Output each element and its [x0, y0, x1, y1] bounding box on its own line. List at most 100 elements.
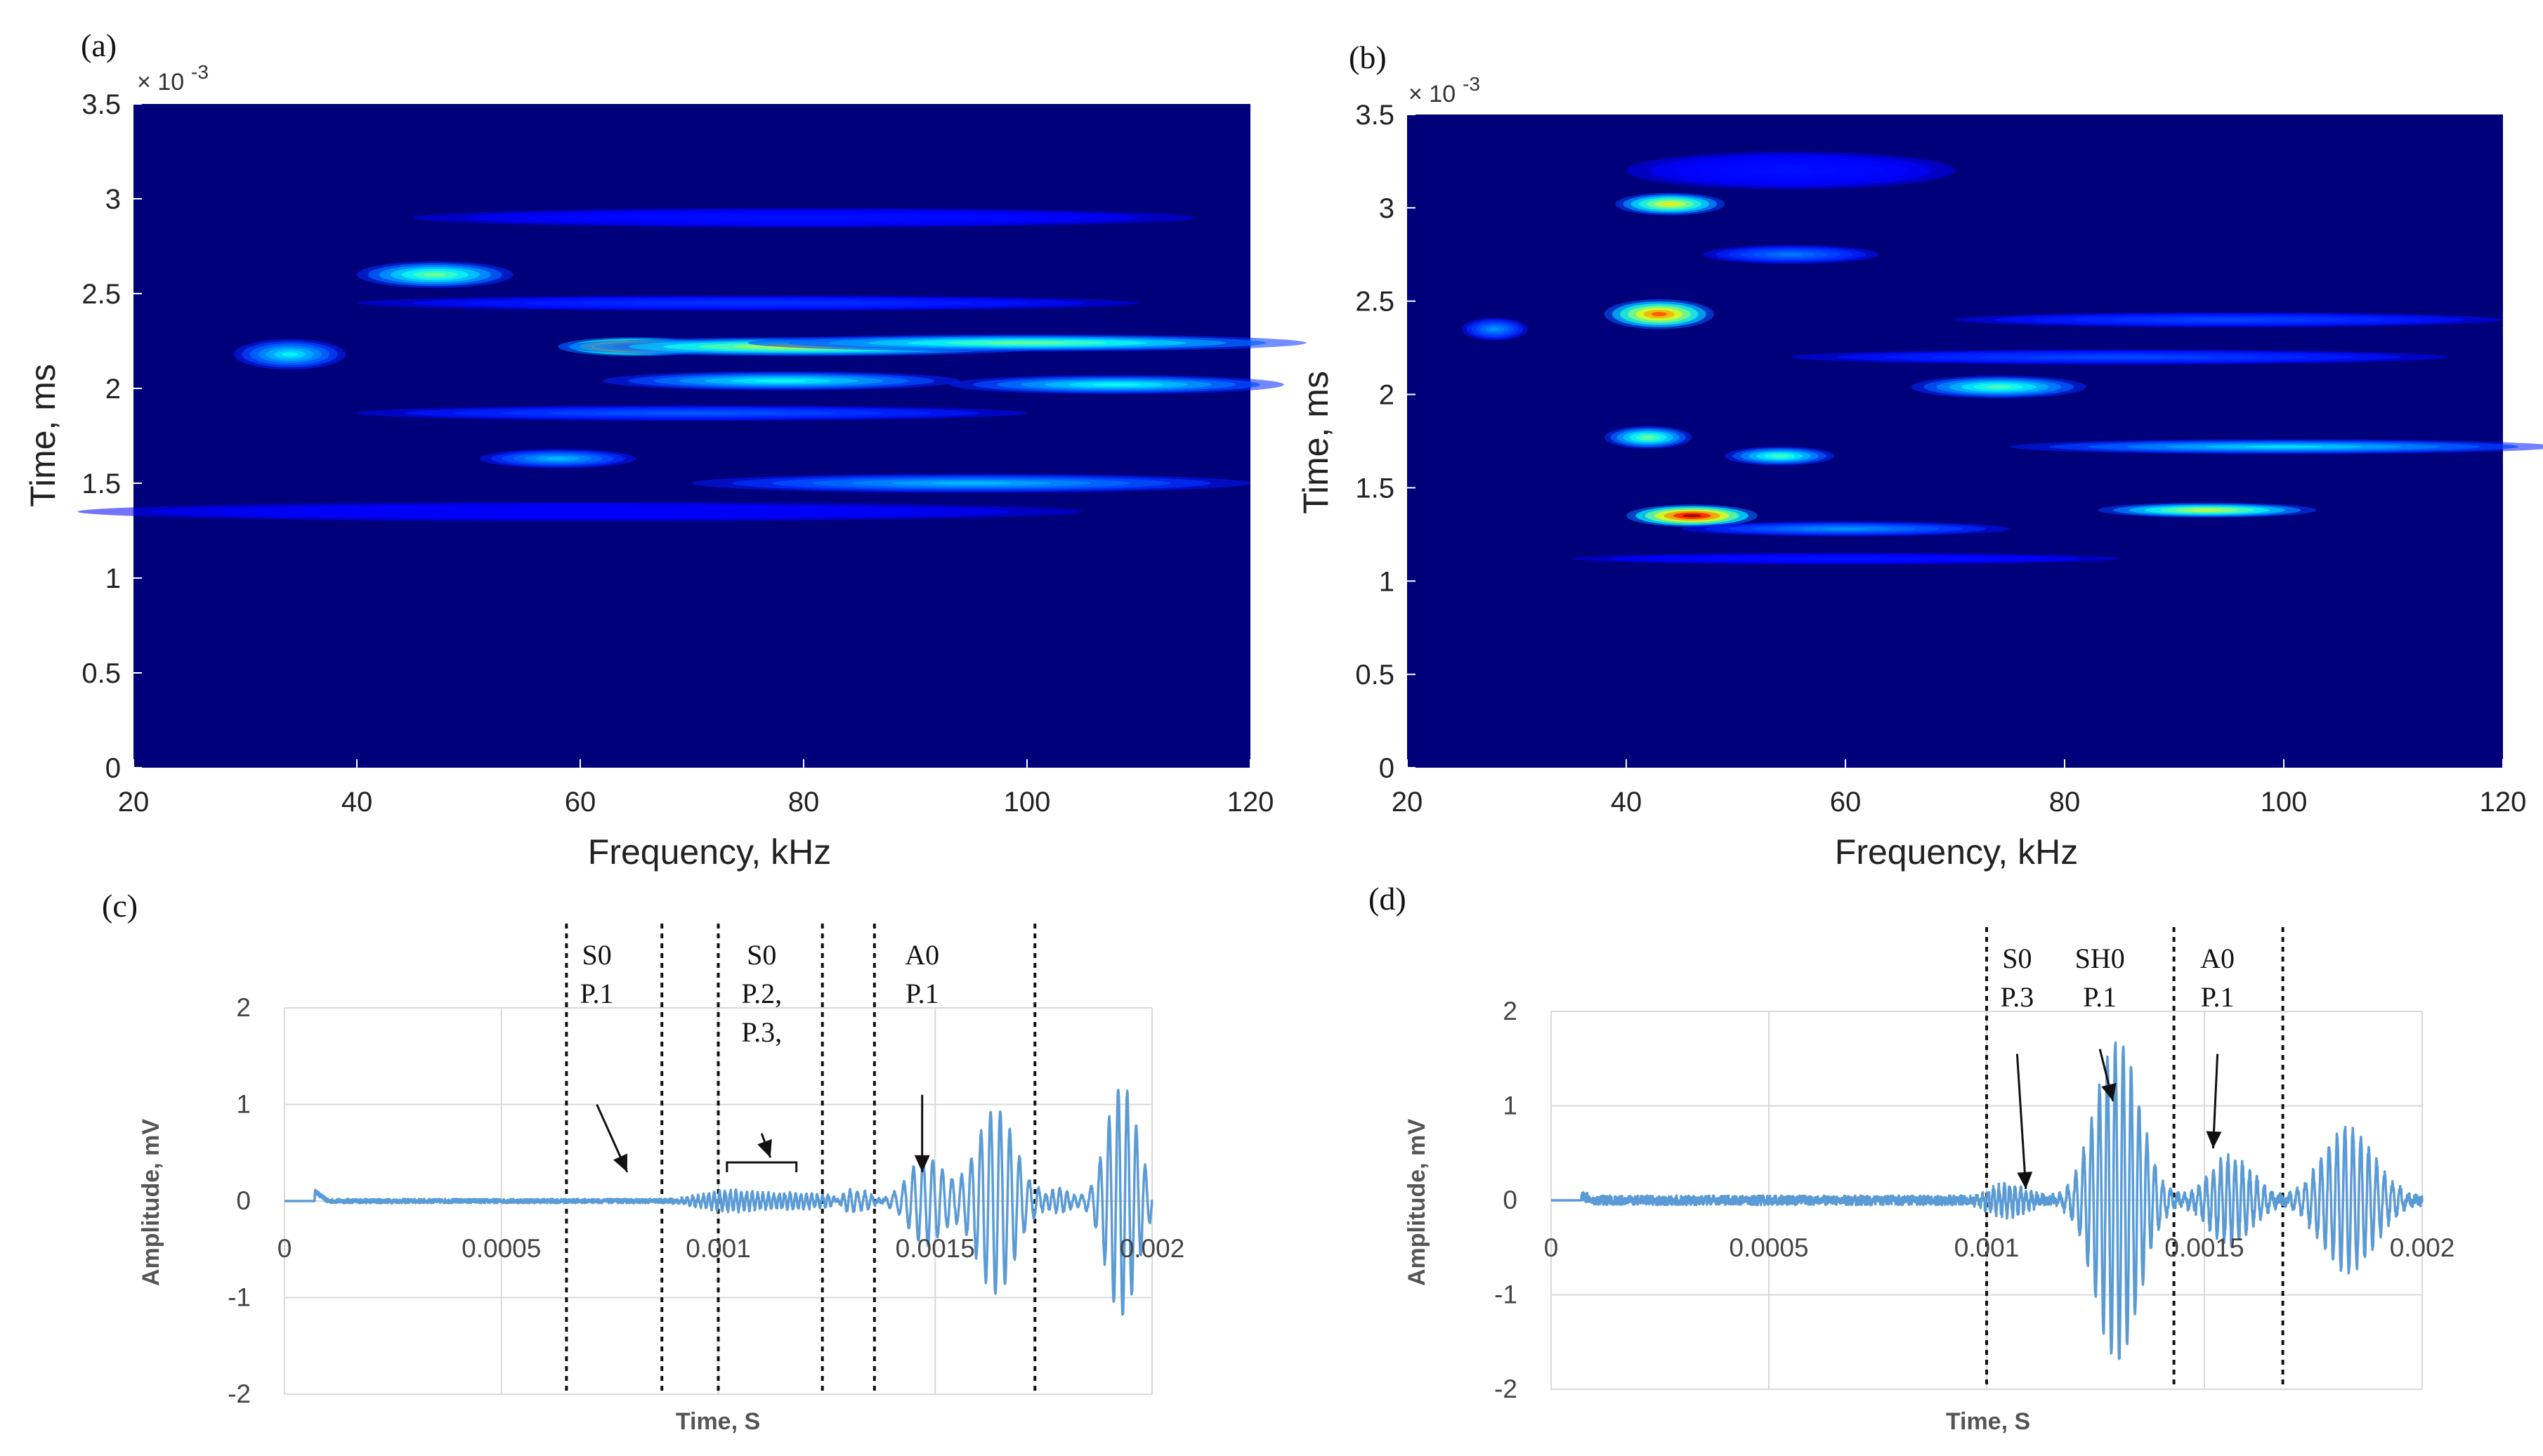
- y-tick-a-6: 3: [105, 184, 121, 215]
- y-tick-a-5: 2.5: [81, 279, 121, 310]
- x-tick-a-5: 120: [1227, 787, 1274, 818]
- x-tick-a-0: 20: [118, 787, 150, 818]
- annotation-d-2-line-0: A0: [2200, 943, 2235, 974]
- annotation-d-2-line-1: P.1: [2201, 981, 2235, 1013]
- x-tick-c-4: 0.002: [1120, 1234, 1185, 1263]
- annotation-d-1-line-1: P.1: [2083, 981, 2117, 1013]
- annotation-c-1-line-1: P.2,: [741, 978, 782, 1009]
- x-axis-label-c: Time, S: [676, 1408, 760, 1435]
- heatmap-a-blob-6-level-6: [1092, 383, 1141, 386]
- panel-label-a: (a): [81, 27, 117, 63]
- annotation-c-1-line-2: P.3,: [741, 1016, 782, 1048]
- annotation-arrowhead-c-0: [613, 1153, 628, 1172]
- x-tick-d-1: 0.0005: [1729, 1233, 1808, 1262]
- y-tick-d-0: 2: [1503, 997, 1517, 1025]
- y-tick-c-0: 2: [236, 993, 251, 1022]
- annotation-d-0: S0P.3: [2000, 943, 2034, 1189]
- heatmap-a-blobs: [77, 208, 1307, 521]
- y-multiplier-exp-b: -3: [1463, 73, 1480, 95]
- annotation-arrowhead-d-1: [2101, 1082, 2117, 1101]
- x-tick-d-4: 0.002: [2390, 1233, 2455, 1262]
- x-tick-b-1: 40: [1611, 787, 1642, 818]
- x-axis-label-d: Time, S: [1946, 1408, 2030, 1435]
- panel-label-c: (c): [102, 888, 138, 924]
- x-tick-b-3: 80: [2049, 787, 2081, 818]
- y-axis-label-b: Time, ms: [1296, 371, 1335, 514]
- y-tick-b-5: 2.5: [1355, 287, 1394, 317]
- heatmap-b-blob-6-level-6: [1986, 385, 2012, 389]
- annotation-d-0-line-0: S0: [2002, 943, 2032, 974]
- x-tick-b-5: 120: [2480, 787, 2527, 818]
- panel-label-b: (b): [1349, 39, 1387, 75]
- y-tick-b-2: 1: [1379, 566, 1394, 597]
- heatmap-b-blob-0-level-6: [1682, 514, 1702, 518]
- x-tick-c-0: 0: [277, 1234, 292, 1263]
- annotation-bracket-c: [726, 1161, 798, 1172]
- annotation-arrowhead-d-0: [2017, 1172, 2033, 1189]
- x-tick-b-0: 20: [1392, 787, 1423, 818]
- annotation-arrowhead-d-2: [2206, 1131, 2222, 1149]
- annotation-c-0: S0P.1: [580, 939, 629, 1173]
- waveform-c-series: [283, 1089, 1153, 1316]
- x-tick-d-0: 0: [1544, 1233, 1559, 1262]
- annotation-c-1-line-0: S0: [747, 939, 776, 971]
- y-tick-a-4: 2: [105, 374, 121, 405]
- x-axis-label-a: Frequency, kHz: [588, 832, 831, 872]
- y-tick-a-7: 3.5: [81, 89, 121, 120]
- waveform-d-series: [1550, 1041, 2424, 1360]
- y-tick-c-4: -2: [228, 1379, 251, 1408]
- heatmap-a-blob-5-level-6: [755, 379, 807, 383]
- x-tick-c-1: 0.0005: [462, 1234, 541, 1263]
- x-tick-a-3: 80: [788, 787, 820, 818]
- y-tick-a-3: 1.5: [81, 468, 121, 499]
- y-tick-b-0: 0: [1379, 753, 1394, 784]
- annotation-c-0-line-0: S0: [582, 939, 611, 971]
- heatmap-a-blob-12-level-6: [508, 510, 653, 513]
- heatmap-b-blob-1-level-6: [1651, 312, 1667, 317]
- heatmap-a-blob-9-level-6: [643, 412, 740, 414]
- y-tick-b-4: 2: [1379, 380, 1394, 411]
- heatmap-a-blob-10-level-6: [747, 216, 860, 219]
- heatmap-b-blob-4-level-6: [1642, 435, 1655, 439]
- heatmap-b-blob-7-level-6: [1490, 327, 1500, 331]
- heatmap-b-blob-9-level-6: [2190, 318, 2268, 321]
- y-tick-a-1: 0.5: [81, 658, 121, 689]
- annotation-c-2-line-0: A0: [905, 939, 939, 971]
- x-axis-label-b: Frequency, kHz: [1835, 832, 2078, 872]
- y-multiplier-exp-a: -3: [191, 61, 209, 83]
- panel-label-d: (d): [1368, 881, 1406, 917]
- heatmap-b-blob-8-level-6: [2244, 445, 2323, 448]
- y-tick-d-4: -2: [1494, 1375, 1517, 1403]
- heatmap-a-blob-2-level-6: [987, 341, 1067, 344]
- y-tick-d-1: 1: [1503, 1091, 1517, 1120]
- heatmap-b-blob-3-level-6: [2191, 509, 2223, 511]
- y-tick-b-3: 1.5: [1355, 473, 1394, 504]
- heatmap-b-blob-2-level-6: [1662, 202, 1678, 206]
- y-axis-label-a: Time, ms: [23, 364, 63, 507]
- heatmap-a-blob-4-level-6: [282, 352, 298, 357]
- y-axis-label-c: Amplitude, mV: [138, 1119, 164, 1286]
- annotation-arrowhead-c-1: [757, 1139, 772, 1158]
- y-tick-c-3: -1: [228, 1283, 251, 1312]
- heatmap-b-blob-14-level-6: [1806, 558, 1885, 560]
- y-tick-c-1: 1: [236, 1090, 251, 1119]
- heatmap-b-blob-13-level-6: [1767, 167, 1815, 173]
- heatmap-b-blob-12-level-6: [1778, 253, 1803, 256]
- annotation-arrow-d-0: [2015, 1054, 2027, 1189]
- y-multiplier-a: × 10: [137, 69, 184, 96]
- heatmap-b-blobs: [1462, 152, 2543, 565]
- annotation-d-0-line-1: P.3: [2000, 981, 2034, 1013]
- x-tick-d-2: 0.001: [1954, 1233, 2020, 1262]
- heatmap-a-blob-7-level-6: [547, 457, 570, 460]
- annotation-d-2: A0P.1: [2200, 943, 2235, 1149]
- heatmap-a-blob-11-level-6: [692, 302, 804, 304]
- annotation-c-2: A0P.1: [905, 939, 939, 1172]
- x-tick-b-4: 100: [2261, 787, 2308, 818]
- y-tick-b-1: 0.5: [1355, 660, 1394, 690]
- annotation-c-2-line-1: P.1: [906, 978, 939, 1009]
- y-tick-c-2: 0: [236, 1186, 251, 1215]
- annotation-c-0-line-1: P.1: [580, 978, 614, 1009]
